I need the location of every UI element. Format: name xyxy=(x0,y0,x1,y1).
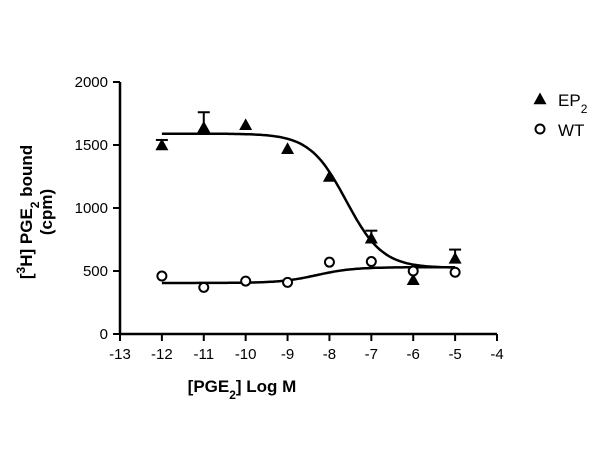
fit-curve-wt xyxy=(161,265,456,285)
x-tick-label: -5 xyxy=(448,346,461,363)
x-tick-label: -4 xyxy=(490,346,503,363)
legend-marker-wt xyxy=(534,123,546,135)
x-tick-label: -11 xyxy=(193,346,214,363)
data-point-ep2 xyxy=(197,120,211,133)
svg-text:[3H] PGE2 bound: [3H] PGE2 bound xyxy=(14,145,42,279)
legend: EP2 WT xyxy=(533,91,588,140)
y-tick-label: 2000 xyxy=(75,74,108,91)
data-point-wt xyxy=(156,270,168,282)
data-point-wt xyxy=(282,276,294,288)
data-point-wt xyxy=(365,256,377,268)
data-point-ep2 xyxy=(281,142,295,154)
data-points xyxy=(155,118,462,293)
y-tick-label: 1500 xyxy=(75,137,108,154)
data-point-ep2 xyxy=(155,138,169,151)
data-point-ep2 xyxy=(406,273,420,286)
x-tick-label: -7 xyxy=(365,346,378,363)
data-point-ep2 xyxy=(448,251,462,264)
x-tick-label: -6 xyxy=(407,346,420,363)
legend-label-wt: WT xyxy=(558,121,584,140)
data-point-ep2 xyxy=(322,170,336,182)
x-tick-label: -9 xyxy=(281,346,294,363)
y-axis-title: [3H] PGE2 bound (cpm) xyxy=(14,145,56,279)
y-tick-label: 0 xyxy=(100,326,108,343)
data-point-wt xyxy=(198,281,210,293)
axes: -13 -12 -11 -10 -9 -8 -7 -6 -5 -4 0 500 1000 1500 2000 xyxy=(75,74,504,363)
x-tick-label: -8 xyxy=(323,346,336,363)
data-point-wt xyxy=(323,256,335,268)
data-point-wt xyxy=(407,265,419,277)
legend-marker-ep2 xyxy=(533,92,547,105)
y-tick-label: 1000 xyxy=(75,200,108,217)
data-point-wt xyxy=(449,266,461,278)
fit-curve-ep2 xyxy=(161,132,456,269)
data-point-ep2 xyxy=(364,231,378,244)
legend-label-ep2: EP2 xyxy=(558,91,588,116)
x-tick-label: -10 xyxy=(235,346,257,363)
fit-curves xyxy=(161,132,456,285)
x-tick-label: -12 xyxy=(151,346,173,363)
x-axis-title: [PGE2] Log M xyxy=(188,377,297,402)
x-tick-label: -13 xyxy=(109,346,131,363)
y-tick-label: 500 xyxy=(83,263,108,280)
data-point-wt xyxy=(240,275,252,287)
data-point-ep2 xyxy=(239,118,253,131)
svg-text:(cpm): (cpm) xyxy=(37,189,56,235)
